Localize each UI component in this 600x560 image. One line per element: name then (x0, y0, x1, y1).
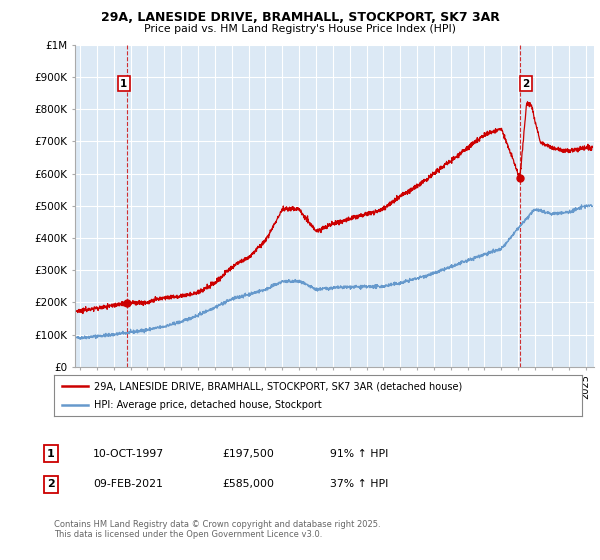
Text: 91% ↑ HPI: 91% ↑ HPI (330, 449, 388, 459)
Text: 2: 2 (523, 78, 530, 88)
Text: 09-FEB-2021: 09-FEB-2021 (93, 479, 163, 489)
Text: 1: 1 (120, 78, 127, 88)
Text: £197,500: £197,500 (222, 449, 274, 459)
Text: 2: 2 (47, 479, 55, 489)
Text: 29A, LANESIDE DRIVE, BRAMHALL, STOCKPORT, SK7 3AR: 29A, LANESIDE DRIVE, BRAMHALL, STOCKPORT… (101, 11, 499, 24)
Text: 1: 1 (47, 449, 55, 459)
Text: Contains HM Land Registry data © Crown copyright and database right 2025.
This d: Contains HM Land Registry data © Crown c… (54, 520, 380, 539)
Text: 10-OCT-1997: 10-OCT-1997 (93, 449, 164, 459)
Text: £585,000: £585,000 (222, 479, 274, 489)
Text: 37% ↑ HPI: 37% ↑ HPI (330, 479, 388, 489)
Text: HPI: Average price, detached house, Stockport: HPI: Average price, detached house, Stoc… (94, 400, 322, 409)
Text: 29A, LANESIDE DRIVE, BRAMHALL, STOCKPORT, SK7 3AR (detached house): 29A, LANESIDE DRIVE, BRAMHALL, STOCKPORT… (94, 381, 462, 391)
Text: Price paid vs. HM Land Registry's House Price Index (HPI): Price paid vs. HM Land Registry's House … (144, 24, 456, 34)
